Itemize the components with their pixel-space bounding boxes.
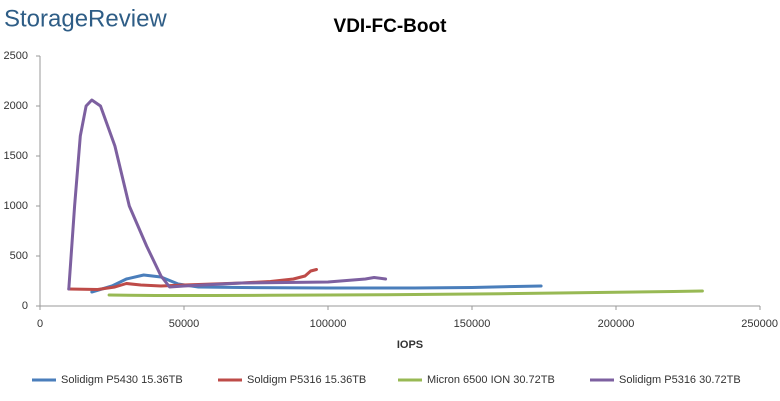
line-series xyxy=(90,273,543,294)
line-series xyxy=(67,98,388,291)
x-tick-label: 100000 xyxy=(310,318,347,330)
y-tick-label: 0 xyxy=(22,300,28,312)
y-tick-label: 1000 xyxy=(4,200,28,212)
legend-label: Soldigm P5316 15.36TB xyxy=(247,374,366,386)
logo: StorageReview xyxy=(4,5,167,32)
x-tick-label: 250000 xyxy=(741,318,778,330)
line-series xyxy=(107,289,704,297)
y-tick-label: 500 xyxy=(10,250,28,262)
x-axis-label: IOPS xyxy=(397,339,423,351)
x-tick-label: 0 xyxy=(37,318,43,330)
x-tick-label: 50000 xyxy=(169,318,200,330)
y-tick-label: 2000 xyxy=(4,100,28,112)
legend-label: Micron 6500 ION 30.72TB xyxy=(427,374,555,386)
y-tick-label: 1500 xyxy=(4,150,28,162)
x-tick-label: 200000 xyxy=(598,318,635,330)
x-tick-label: 150000 xyxy=(454,318,491,330)
y-tick-label: 2500 xyxy=(4,50,28,62)
legend-label: Solidigm P5316 30.72TB xyxy=(619,374,741,386)
legend-label: Solidigm P5430 15.36TB xyxy=(61,374,183,386)
chart-title: VDI-FC-Boot xyxy=(334,16,448,37)
